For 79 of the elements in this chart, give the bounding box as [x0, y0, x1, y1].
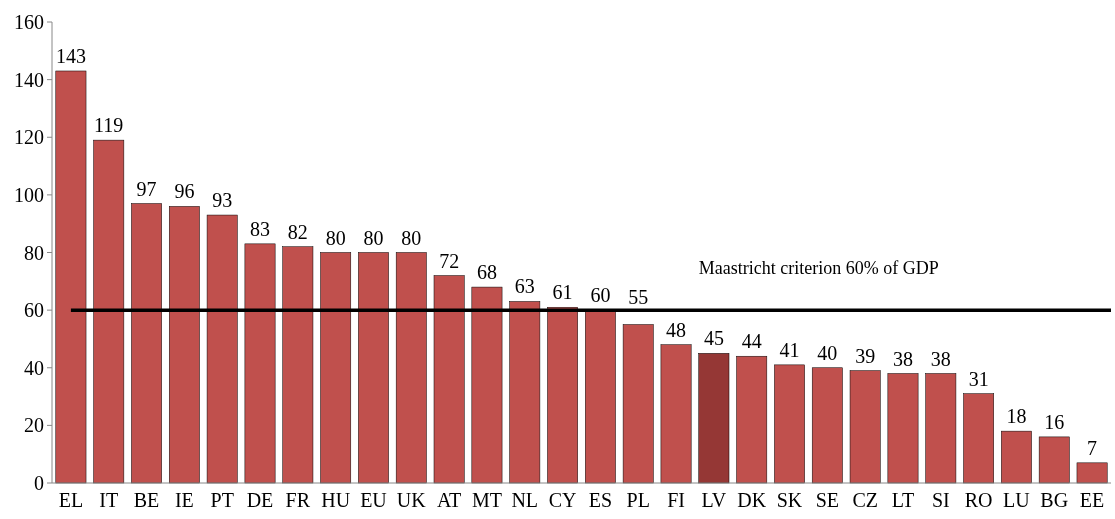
- ref-line-label: Maastricht criterion 60% of GDP: [698, 258, 939, 279]
- x-tick-label: UK: [396, 489, 427, 511]
- x-tick-label: MT: [471, 489, 502, 511]
- x-tick-label: LV: [701, 489, 727, 511]
- x-tick-label: LT: [891, 489, 915, 511]
- x-tick-label: SE: [815, 489, 840, 511]
- bar: [1076, 462, 1108, 484]
- y-tick-label: 0: [34, 472, 44, 494]
- bar: [887, 373, 919, 484]
- data-label: 18: [1006, 405, 1027, 428]
- y-tick-label: 100: [14, 183, 44, 206]
- data-label: 7: [1087, 436, 1098, 459]
- data-label: 31: [968, 367, 989, 390]
- x-tick-label: ES: [588, 489, 613, 511]
- data-label: 80: [401, 226, 422, 249]
- x-tick-label: CY: [548, 489, 577, 511]
- data-label: 44: [741, 330, 762, 353]
- x-tick-label: HU: [321, 489, 351, 511]
- bar: [698, 353, 730, 484]
- bar: [1038, 436, 1070, 484]
- data-label: 45: [703, 327, 724, 350]
- bar: [622, 324, 654, 484]
- x-tick-label: RO: [964, 489, 993, 511]
- x-tick-label: AT: [436, 489, 462, 511]
- data-label: 93: [212, 189, 233, 212]
- y-tick-label: 20: [24, 414, 44, 437]
- data-label: 41: [779, 338, 800, 361]
- data-label: 16: [1044, 410, 1065, 433]
- x-tick-label: IE: [174, 489, 194, 511]
- data-label: 48: [666, 318, 687, 341]
- data-label: 96: [174, 180, 195, 203]
- y-tick-label: 40: [24, 356, 44, 379]
- data-label: 38: [892, 347, 913, 370]
- data-label: 38: [930, 347, 951, 370]
- data-label: 68: [476, 261, 497, 284]
- y-tick-label: 120: [14, 126, 44, 149]
- x-tick-label: PT: [210, 489, 234, 511]
- bar: [1001, 430, 1032, 484]
- x-tick-label: BG: [1040, 489, 1069, 511]
- y-tick-label: 60: [24, 299, 44, 322]
- bar: [811, 367, 843, 484]
- data-label: 39: [855, 344, 876, 367]
- x-tick-label: FR: [285, 489, 311, 511]
- x-tick-label: EU: [360, 489, 388, 511]
- data-label: 119: [94, 114, 124, 137]
- bar: [963, 393, 994, 484]
- x-tick-label: DK: [737, 489, 767, 511]
- bar: [736, 355, 768, 484]
- bar: [925, 373, 957, 484]
- data-label: 60: [590, 284, 611, 307]
- data-label: 72: [439, 249, 460, 272]
- y-tick-label: 80: [24, 241, 44, 264]
- x-tick-label: CZ: [852, 489, 878, 511]
- data-label: 82: [287, 220, 308, 243]
- x-tick-label: FI: [667, 489, 685, 511]
- x-tick-label: IT: [99, 489, 119, 511]
- x-tick-label: EL: [58, 489, 84, 511]
- data-label: 80: [363, 226, 384, 249]
- x-tick-label: DE: [246, 489, 274, 511]
- bar: [849, 370, 881, 484]
- data-label: 63: [514, 275, 535, 298]
- x-tick-label: LU: [1003, 489, 1031, 511]
- x-tick-label: EE: [1079, 489, 1105, 511]
- x-tick-label: PL: [626, 489, 650, 511]
- data-label: 83: [250, 217, 271, 240]
- data-label: 61: [552, 281, 573, 304]
- data-label: 55: [628, 286, 649, 309]
- y-tick-label: 140: [14, 68, 44, 91]
- x-tick-label: BE: [133, 489, 160, 511]
- bar: [774, 364, 805, 484]
- bar: [660, 344, 692, 484]
- x-tick-label: SI: [931, 489, 950, 511]
- data-label: 97: [136, 177, 157, 200]
- data-label: 40: [817, 341, 838, 364]
- data-label: 80: [325, 226, 346, 249]
- x-tick-label: SK: [776, 489, 803, 511]
- data-label: 143: [55, 44, 86, 67]
- x-tick-label: NL: [511, 489, 539, 511]
- y-tick-label: 160: [14, 11, 44, 33]
